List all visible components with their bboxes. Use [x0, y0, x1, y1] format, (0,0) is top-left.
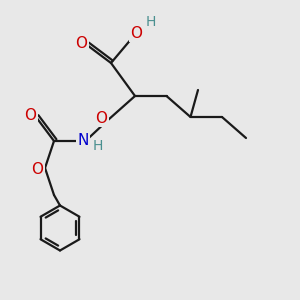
- Text: N: N: [77, 133, 89, 148]
- Text: H: H: [146, 15, 156, 29]
- Text: O: O: [25, 108, 37, 123]
- Text: O: O: [95, 111, 107, 126]
- Text: O: O: [130, 26, 142, 40]
- Text: O: O: [32, 162, 44, 177]
- Text: H: H: [93, 140, 103, 153]
- Text: O: O: [76, 36, 88, 51]
